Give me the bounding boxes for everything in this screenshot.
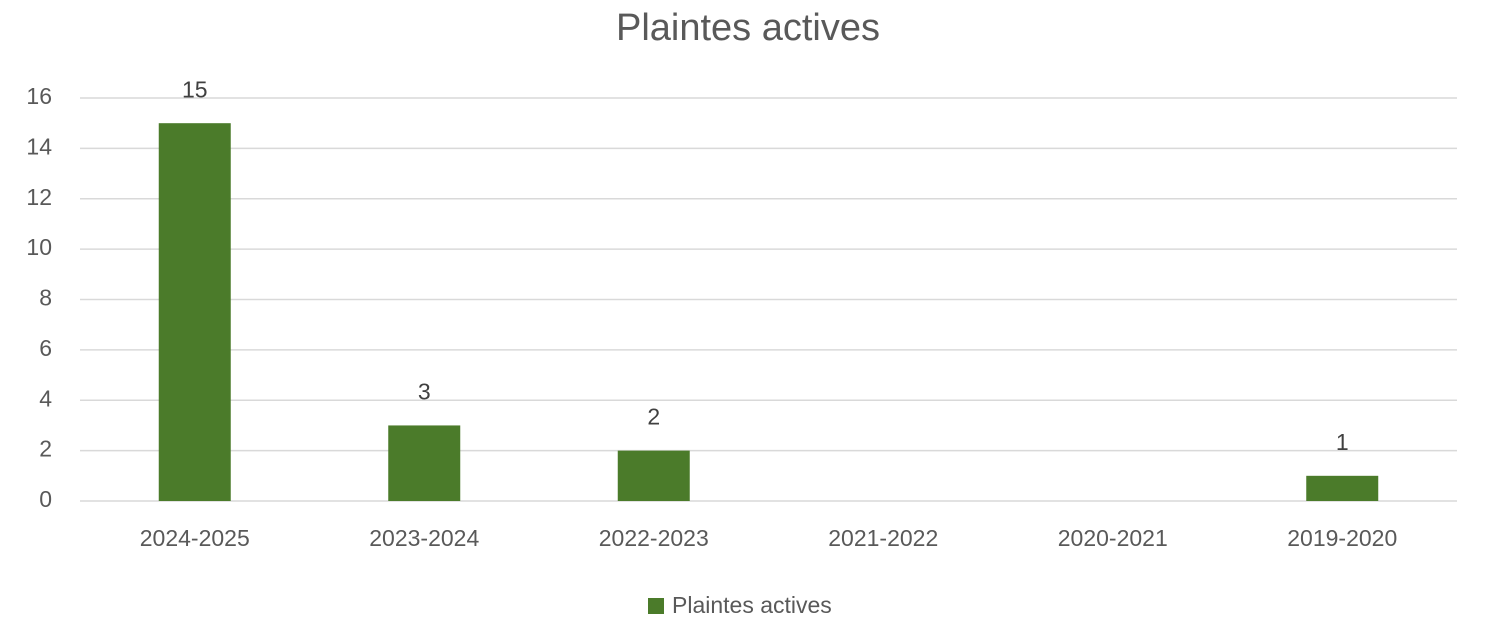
bar bbox=[388, 425, 461, 501]
x-tick-label: 2020-2021 bbox=[1058, 525, 1168, 551]
data-label: 3 bbox=[418, 379, 431, 405]
chart-title: Plaintes actives bbox=[616, 7, 880, 49]
y-tick-label: 4 bbox=[39, 385, 52, 411]
y-tick-label: 8 bbox=[39, 285, 52, 311]
data-label: 2 bbox=[647, 404, 660, 430]
y-tick-label: 10 bbox=[26, 234, 52, 260]
legend-label: Plaintes actives bbox=[672, 592, 832, 618]
y-tick-label: 16 bbox=[26, 83, 52, 109]
legend-swatch bbox=[648, 598, 664, 614]
x-tick-label: 2021-2022 bbox=[828, 525, 938, 551]
y-tick-label: 12 bbox=[26, 184, 52, 210]
bar bbox=[158, 123, 231, 501]
y-tick-label: 14 bbox=[26, 133, 52, 159]
y-tick-label: 0 bbox=[39, 486, 52, 512]
x-tick-label: 2024-2025 bbox=[140, 525, 250, 551]
data-label: 15 bbox=[182, 76, 208, 102]
bar bbox=[617, 450, 690, 501]
x-tick-label: 2019-2020 bbox=[1287, 525, 1397, 551]
y-tick-label: 2 bbox=[39, 436, 52, 462]
y-tick-label: 6 bbox=[39, 335, 52, 361]
x-tick-label: 2023-2024 bbox=[369, 525, 479, 551]
data-label: 1 bbox=[1336, 429, 1349, 455]
bar bbox=[1306, 475, 1379, 501]
x-tick-label: 2022-2023 bbox=[599, 525, 709, 551]
